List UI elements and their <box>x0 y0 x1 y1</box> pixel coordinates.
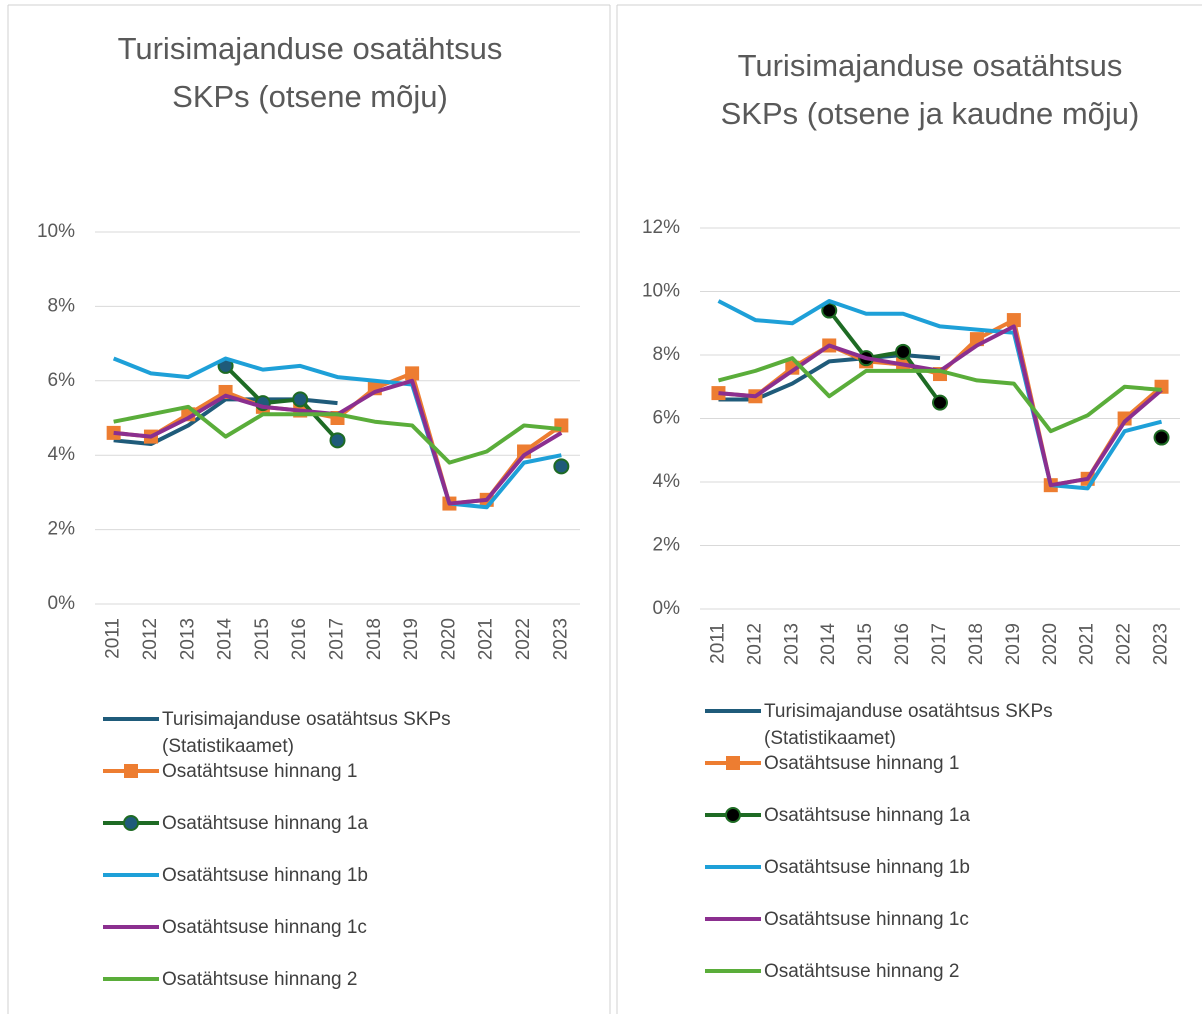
legend-label: Osatähtsuse hinnang 1a <box>764 805 970 826</box>
legend-label: Turisimajanduse osatähtsus SKPs (Statist… <box>162 709 451 757</box>
x-tick-label: 2022 <box>513 618 534 660</box>
x-tick-label: 2011 <box>707 623 728 664</box>
legend-swatch <box>705 865 761 869</box>
marker <box>725 807 741 823</box>
y-tick-label: 0% <box>48 593 76 614</box>
legend-entry: Osatähtsuse hinnang 1a <box>705 800 1145 852</box>
x-tick-label: 2017 <box>327 618 348 660</box>
marker <box>1117 411 1132 426</box>
x-tick-label: 2019 <box>401 618 422 660</box>
x-tick-label: 2019 <box>1003 623 1024 665</box>
series-line <box>112 356 562 510</box>
x-tick-label: 2014 <box>818 623 839 666</box>
legend-label: Osatähtsuse hinnang 1c <box>764 909 969 930</box>
series-line <box>113 404 562 465</box>
x-tick-label: 2013 <box>781 623 802 665</box>
legend-entry: Osatähtsuse hinnang 1b <box>103 860 563 912</box>
chart-title: Turisimajanduse osatähtsus SKPs (otsene … <box>117 31 503 114</box>
legend: Turisimajanduse osatähtsus SKPs (Statist… <box>705 696 1145 1008</box>
marker <box>895 343 912 360</box>
legend-entry: Turisimajanduse osatähtsus SKPs (Statist… <box>103 704 563 757</box>
legend-swatch <box>705 807 761 823</box>
series-line <box>717 299 1163 491</box>
y-tick-label: 8% <box>48 295 76 316</box>
y-tick-label: 10% <box>37 221 75 242</box>
x-tick-label: 2018 <box>364 618 385 660</box>
y-tick-label: 4% <box>48 444 76 465</box>
legend-swatch <box>103 717 159 721</box>
legend-swatch <box>103 925 159 929</box>
x-tick-label: 2011 <box>103 618 124 659</box>
legend-entry: Osatähtsuse hinnang 2 <box>103 964 563 1014</box>
legend-label: Osatähtsuse hinnang 2 <box>764 961 960 982</box>
x-tick-label: 2017 <box>929 623 950 665</box>
marker <box>292 391 309 408</box>
x-tick-label: 2014 <box>215 618 236 661</box>
legend-entry: Osatähtsuse hinnang 2 <box>705 956 1145 1008</box>
x-tick-label: 2021 <box>1077 623 1098 665</box>
y-tick-label: 2% <box>48 519 76 540</box>
legend-swatch <box>705 969 761 973</box>
legend-entry: Osatähtsuse hinnang 1 <box>103 756 563 808</box>
legend-label: Osatähtsuse hinnang 1a <box>162 813 368 834</box>
legend-swatch <box>705 709 761 713</box>
legend-label: Osatähtsuse hinnang 1 <box>764 753 960 774</box>
y-tick-label: 10% <box>642 281 680 302</box>
legend-entry: Turisimajanduse osatähtsus SKPs (Statist… <box>705 696 1145 749</box>
marker <box>405 366 420 381</box>
marker <box>932 394 948 411</box>
legend-swatch <box>103 873 159 877</box>
x-tick-label: 2015 <box>252 618 273 660</box>
legend-entry: Osatähtsuse hinnang 1c <box>705 904 1145 956</box>
marker <box>553 458 570 475</box>
legend-swatch <box>705 917 761 921</box>
x-tick-label: 2016 <box>892 623 913 665</box>
y-tick-label: 6% <box>48 370 76 391</box>
x-tick-label: 2012 <box>140 618 161 660</box>
legend-entry: Osatähtsuse hinnang 1b <box>705 852 1145 904</box>
x-tick-label: 2020 <box>438 618 459 660</box>
y-tick-label: 0% <box>653 598 681 619</box>
legend-label: Osatähtsuse hinnang 1c <box>162 917 367 938</box>
y-tick-label: 12% <box>642 217 680 238</box>
marker <box>726 756 740 770</box>
x-tick-label: 2020 <box>1040 623 1061 665</box>
y-tick-label: 6% <box>653 408 681 429</box>
legend-swatch <box>103 764 159 778</box>
x-tick-label: 2016 <box>289 618 310 660</box>
legend-swatch <box>705 756 761 770</box>
x-tick-label: 2012 <box>744 623 765 665</box>
legend-entry: Osatähtsuse hinnang 1a <box>103 808 563 860</box>
x-tick-label: 2023 <box>1151 623 1172 665</box>
x-tick-label: 2013 <box>177 618 198 660</box>
marker <box>329 432 346 449</box>
legend-label: Osatähtsuse hinnang 1b <box>764 857 970 878</box>
legend: Turisimajanduse osatähtsus SKPs (Statist… <box>103 704 563 1014</box>
x-tick-label: 2022 <box>1114 623 1135 665</box>
y-tick-label: 4% <box>653 471 681 492</box>
legend-swatch <box>103 977 159 981</box>
marker <box>1153 429 1170 446</box>
legend-label: Osatähtsuse hinnang 1 <box>162 761 358 782</box>
legend-label: Osatähtsuse hinnang 2 <box>162 969 358 990</box>
marker <box>1006 313 1021 328</box>
marker <box>123 815 139 831</box>
x-tick-label: 2018 <box>966 623 987 665</box>
legend-label: Turisimajanduse osatähtsus SKPs (Statist… <box>764 701 1053 749</box>
chart-title: Turisimajanduse osatähtsus SKPs (otsene … <box>720 48 1140 131</box>
marker <box>124 764 138 778</box>
x-tick-label: 2021 <box>476 618 497 660</box>
x-tick-label: 2023 <box>550 618 571 660</box>
legend-entry: Osatähtsuse hinnang 1c <box>103 912 563 964</box>
y-tick-label: 8% <box>653 344 681 365</box>
y-tick-label: 2% <box>653 535 681 556</box>
legend-swatch <box>103 815 159 831</box>
series-line <box>717 356 1162 434</box>
x-tick-label: 2015 <box>855 623 876 665</box>
marker <box>821 302 838 319</box>
legend-entry: Osatähtsuse hinnang 1 <box>705 748 1145 800</box>
legend-label: Osatähtsuse hinnang 1b <box>162 865 368 886</box>
